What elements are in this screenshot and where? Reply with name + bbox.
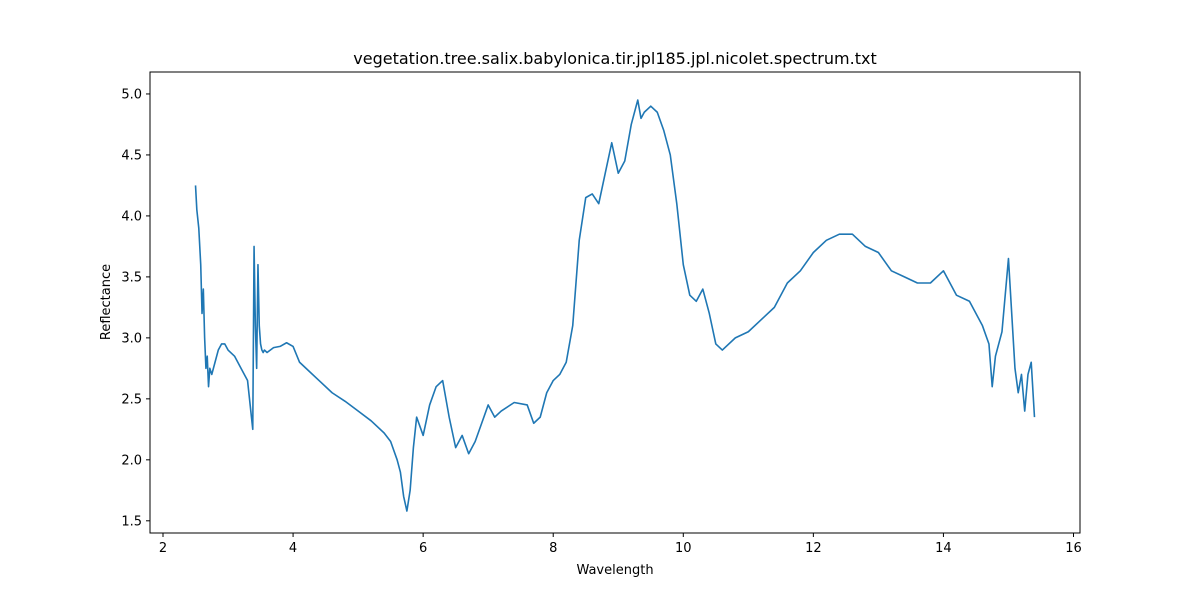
x-tick-label: 4 <box>289 541 297 556</box>
plot-area <box>194 99 1036 512</box>
series-line-0 <box>194 99 1036 512</box>
y-tick-label: 1.5 <box>121 514 142 529</box>
chart-title: vegetation.tree.salix.babylonica.tir.jpl… <box>353 49 876 68</box>
x-tick-label: 12 <box>805 541 822 556</box>
x-tick-label: 8 <box>549 541 557 556</box>
y-tick-label: 2.5 <box>121 392 142 407</box>
x-tick-label: 10 <box>675 541 692 556</box>
y-tick-label: 4.0 <box>121 209 142 224</box>
x-axis-label: Wavelength <box>576 563 653 578</box>
x-tick-label: 2 <box>159 541 167 556</box>
x-tick-label: 16 <box>1065 541 1082 556</box>
x-axis: 2 4 6 8 10 12 14 16 <box>159 533 1082 556</box>
y-tick-label: 3.5 <box>121 270 142 285</box>
y-tick-label: 5.0 <box>121 87 142 102</box>
y-axis-label: Reflectance <box>99 264 114 340</box>
y-tick-label: 4.5 <box>121 148 142 163</box>
y-axis: 1.5 2.0 2.5 3.0 3.5 4.0 4.5 5.0 <box>121 87 150 529</box>
x-tick-label: 6 <box>419 541 427 556</box>
y-tick-label: 3.0 <box>121 331 142 346</box>
y-tick-label: 2.0 <box>121 453 142 468</box>
x-tick-label: 14 <box>935 541 952 556</box>
axes-frame <box>149 71 1081 534</box>
